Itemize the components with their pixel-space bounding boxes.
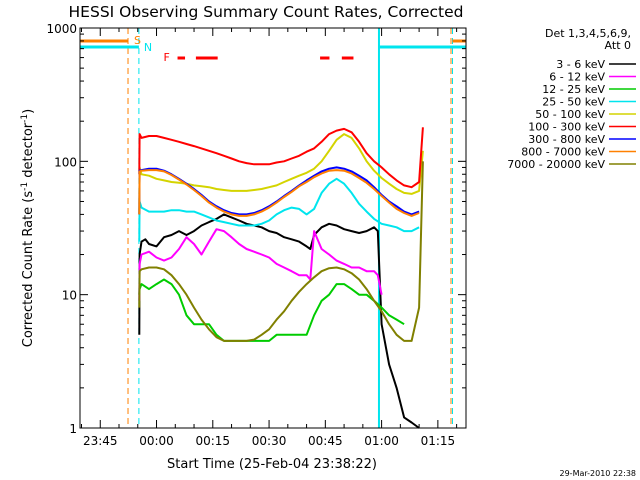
y-axis-label-main: Corrected Count Rate (s: [21, 191, 36, 348]
legend-label-6-12-kev: 6 - 12 keV: [549, 71, 605, 84]
x-tick-label: 00:30: [252, 434, 287, 448]
y-axis-label-mid: detector: [21, 122, 36, 182]
series-line-50-100-kev: [138, 133, 424, 215]
legend-label-100-300-kev: 100 - 300 keV: [528, 121, 605, 134]
chart-title: HESSI Observing Summary Count Rates, Cor…: [69, 3, 464, 21]
series-line-7000-20000-kev: [138, 161, 424, 342]
y-tick-label: 1000: [46, 22, 77, 36]
series-line-6-12-kev: [138, 228, 383, 301]
y-tick-label: 100: [54, 155, 77, 169]
series-line-25-50-kev: [138, 177, 420, 242]
series-line-12-25-kev: [138, 278, 405, 342]
y-axis-label-exp2: -1: [20, 114, 30, 123]
series-line-800-7000-kev: [138, 169, 420, 217]
axis-layer: 23:45 00:00 00:15 00:30 00:45 01:00 01:15 1 10 10…: [46, 22, 466, 448]
series-line-100-300-kev: [138, 127, 424, 189]
x-tick-label: 00:45: [308, 434, 343, 448]
y-axis-label-exp1: -1: [20, 182, 30, 191]
x-tick-label: 00:15: [195, 434, 230, 448]
legend-label-7000-20000-kev: 7000 - 20000 keV: [507, 158, 605, 171]
series-line-3-6-kev: [138, 213, 420, 429]
legend-label-300-800-kev: 300 - 800 keV: [528, 133, 605, 146]
plot-frame: [79, 27, 467, 429]
legend-label-3-6-kev: 3 - 6 keV: [556, 58, 605, 71]
legend-header: Det 1,3,4,5,6,9,: [545, 27, 631, 40]
x-tick-label: 01:15: [421, 434, 456, 448]
y-axis-label: Corrected Count Rate (s-1 detector-1): [20, 109, 36, 347]
x-axis-label: Start Time (25-Feb-04 23:38:22): [167, 457, 377, 472]
series-layer: [138, 127, 424, 429]
legend-label-12-25-kev: 12 - 25 keV: [542, 83, 605, 96]
render-timestamp: 29-Mar-2010 22:38: [560, 469, 637, 478]
flare-flag-label: F: [164, 51, 170, 64]
saa-flag-label: S: [134, 34, 141, 47]
x-tick-label: 01:00: [364, 434, 399, 448]
y-tick-label: 10: [62, 289, 77, 303]
y-axis-label-end: ): [21, 109, 36, 114]
x-tick-label: 00:00: [139, 434, 174, 448]
legend-label-50-100-kev: 50 - 100 keV: [535, 108, 605, 121]
x-tick-label: 23:45: [83, 434, 118, 448]
y-tick-label: 1: [69, 422, 77, 436]
night-flag-label: N: [144, 41, 152, 54]
legend-label-25-50-kev: 25 - 50 keV: [542, 96, 605, 109]
legend-label-800-7000-kev: 800 - 7000 keV: [521, 146, 605, 159]
legend-header: Att 0: [605, 39, 631, 52]
